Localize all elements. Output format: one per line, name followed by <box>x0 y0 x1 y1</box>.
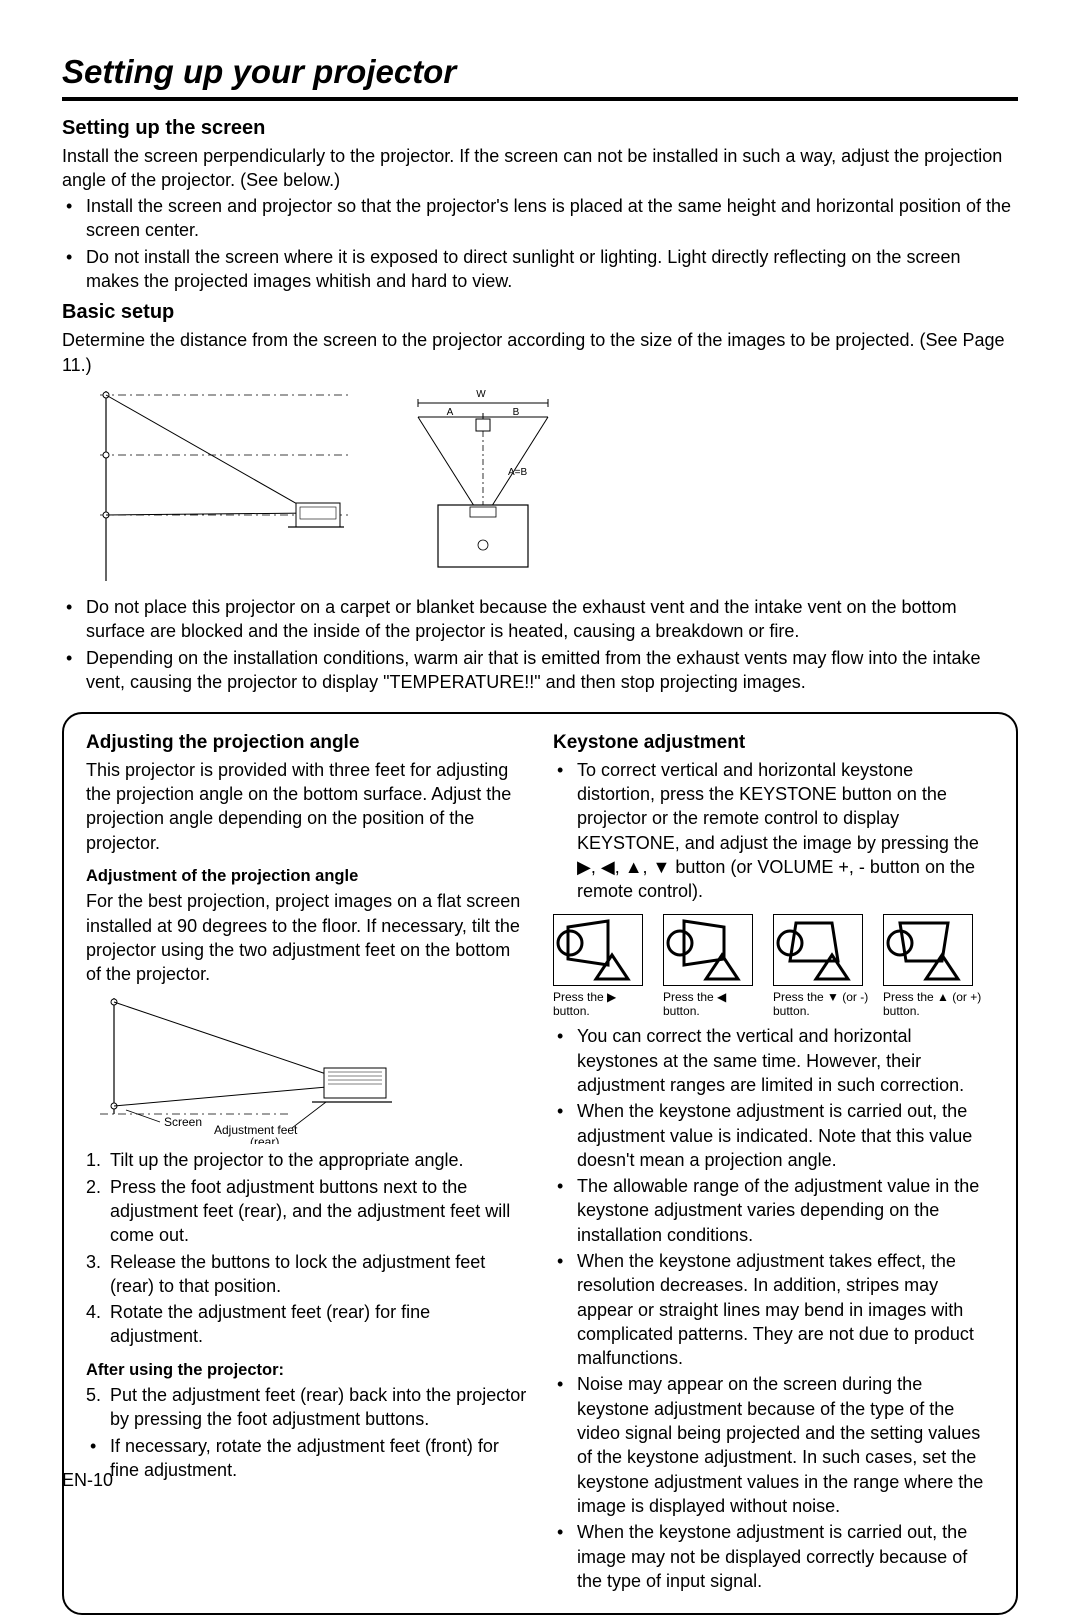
list-item: 4.Rotate the adjustment feet (rear) for … <box>110 1300 527 1349</box>
svg-text:W: W <box>476 389 486 400</box>
keystone-col: Keystone adjustment To correct vertical … <box>553 730 994 1595</box>
list-item: 1.Tilt up the projector to the appropria… <box>110 1148 527 1172</box>
page-title: Setting up your projector <box>62 50 1018 101</box>
projection-angle-diagram: Screen Adjustment feet (rear) <box>90 994 527 1144</box>
adjustment-panel: Adjusting the projection angle This proj… <box>62 712 1018 1615</box>
list-item: Noise may appear on the screen during th… <box>577 1372 994 1518</box>
list-item: Depending on the installation conditions… <box>86 646 1018 695</box>
svg-text:Screen: Screen <box>164 1115 202 1129</box>
keystone-icon-left: Press the ◀ button. <box>663 914 763 1019</box>
projection-angle-col: Adjusting the projection angle This proj… <box>86 730 527 1595</box>
keystone-intro-list: To correct vertical and horizontal keyst… <box>553 758 994 904</box>
basic-setup-post-bullets: Do not place this projector on a carpet … <box>62 595 1018 694</box>
heading-keystone: Keystone adjustment <box>553 730 994 756</box>
heading-adjustment-sub: Adjustment of the projection angle <box>86 865 527 887</box>
keystone-bullets: You can correct the vertical and horizon… <box>553 1024 994 1593</box>
projection-angle-intro: This projector is provided with three fe… <box>86 758 527 855</box>
keystone-caption: Press the ▲ (or +) button. <box>883 990 983 1019</box>
after-bullets: If necessary, rotate the adjustment feet… <box>86 1434 527 1483</box>
heading-screen-setup: Setting up the screen <box>62 115 1018 142</box>
list-item: Install the screen and projector so that… <box>86 194 1018 243</box>
keystone-caption: Press the ▼ (or -) button. <box>773 990 873 1019</box>
keystone-icon-up: Press the ▲ (or +) button. <box>883 914 983 1019</box>
list-item: The allowable range of the adjustment va… <box>577 1174 994 1247</box>
top-view-diagram: W A B A=B <box>388 385 578 585</box>
keystone-caption: Press the ◀ button. <box>663 990 763 1019</box>
page-number: EN-10 <box>62 1468 113 1492</box>
screen-setup-intro: Install the screen perpendicularly to th… <box>62 144 1018 193</box>
side-view-diagram <box>88 385 348 585</box>
keystone-icon-down: Press the ▼ (or -) button. <box>773 914 873 1019</box>
screen-setup-bullets: Install the screen and projector so that… <box>62 194 1018 293</box>
list-item: Do not place this projector on a carpet … <box>86 595 1018 644</box>
list-item: 2.Press the foot adjustment buttons next… <box>110 1175 527 1248</box>
svg-text:B: B <box>513 407 520 418</box>
list-item: You can correct the vertical and horizon… <box>577 1024 994 1097</box>
keystone-icon-right: Press the ▶ button. <box>553 914 653 1019</box>
svg-text:(rear): (rear) <box>250 1135 279 1144</box>
list-item: If necessary, rotate the adjustment feet… <box>110 1434 527 1483</box>
list-item: When the keystone adjustment takes effec… <box>577 1249 994 1370</box>
list-item: Do not install the screen where it is ex… <box>86 245 1018 294</box>
list-item: When the keystone adjustment is carried … <box>577 1099 994 1172</box>
keystone-caption: Press the ▶ button. <box>553 990 653 1019</box>
svg-text:A: A <box>447 407 454 418</box>
keystone-icon-row: Press the ▶ button. Press the ◀ button. <box>553 914 994 1019</box>
list-item: To correct vertical and horizontal keyst… <box>577 758 994 904</box>
setup-diagram-row: W A B A=B <box>88 385 1018 585</box>
list-item: 3.Release the buttons to lock the adjust… <box>110 1250 527 1299</box>
basic-setup-intro: Determine the distance from the screen t… <box>62 328 1018 377</box>
projection-angle-steps: 1.Tilt up the projector to the appropria… <box>86 1148 527 1348</box>
heading-basic-setup: Basic setup <box>62 299 1018 326</box>
svg-text:A=B: A=B <box>508 467 528 478</box>
heading-projection-angle: Adjusting the projection angle <box>86 730 527 756</box>
projection-angle-sub-intro: For the best projection, project images … <box>86 889 527 986</box>
list-item: When the keystone adjustment is carried … <box>577 1520 994 1593</box>
heading-after-using: After using the projector: <box>86 1359 527 1381</box>
list-item: 5.Put the adjustment feet (rear) back in… <box>110 1383 527 1432</box>
after-steps: 5.Put the adjustment feet (rear) back in… <box>86 1383 527 1432</box>
